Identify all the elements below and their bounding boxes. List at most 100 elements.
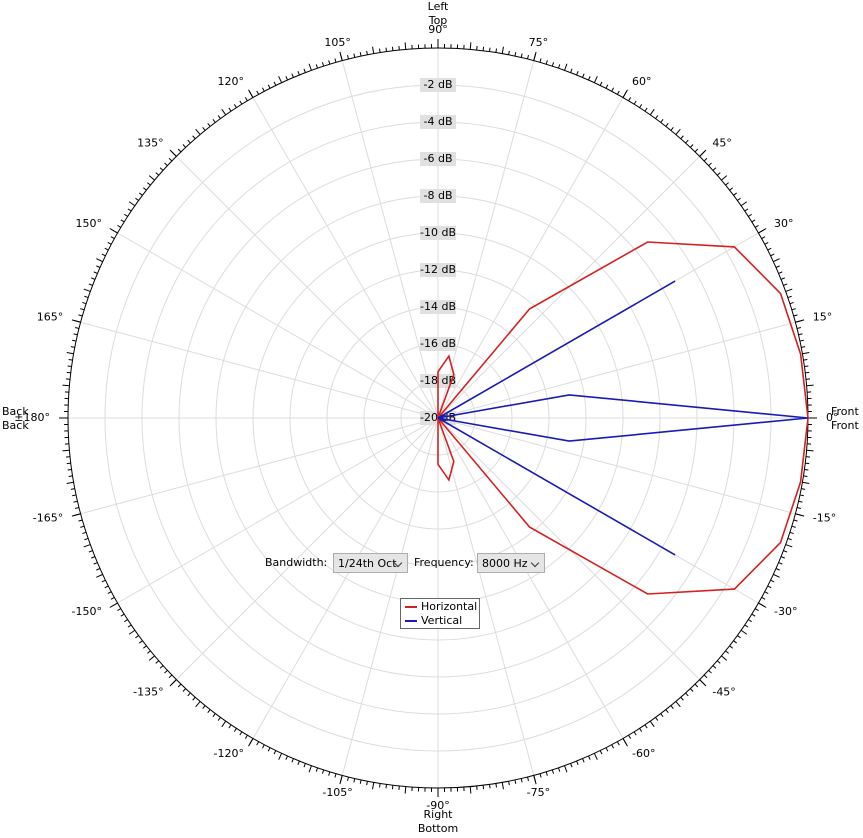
- angle-label: 165°: [37, 311, 64, 324]
- minor-tick: [110, 596, 115, 600]
- minor-tick: [164, 669, 168, 674]
- minor-tick: [733, 192, 737, 196]
- minor-tick: [708, 669, 712, 674]
- minor-tick: [557, 767, 561, 772]
- minor-tick: [366, 781, 368, 786]
- angle-label: 120°: [218, 75, 245, 88]
- minor-tick: [789, 531, 794, 535]
- frequency-select[interactable]: 8000 Hz: [477, 553, 545, 573]
- minor-tick: [680, 135, 684, 140]
- minor-tick: [675, 701, 681, 708]
- minor-tick: [359, 52, 362, 57]
- minor-tick: [101, 579, 106, 583]
- minor-tick: [660, 713, 664, 717]
- minor-tick: [582, 73, 585, 78]
- grid-spoke: [80, 321, 439, 419]
- minor-tick: [751, 613, 756, 617]
- minor-tick: [616, 90, 620, 95]
- minor-tick: [783, 550, 788, 553]
- legend-label: Horizontal: [421, 600, 478, 613]
- minor-tick: [148, 175, 155, 181]
- minor-tick: [195, 701, 201, 708]
- minor-tick: [806, 449, 814, 452]
- minor-tick: [533, 53, 537, 61]
- minor-tick: [177, 148, 182, 153]
- minor-tick: [168, 157, 173, 162]
- minor-tick: [570, 68, 573, 73]
- angle-label: ±180°: [14, 411, 50, 424]
- minor-tick: [117, 608, 122, 612]
- grid-spoke: [176, 417, 439, 680]
- minor-tick: [233, 104, 237, 108]
- minor-tick: [96, 265, 101, 268]
- minor-tick: [520, 53, 523, 58]
- minor-tick: [212, 713, 216, 717]
- minor-tick: [778, 271, 783, 274]
- angle-label: -135°: [133, 685, 163, 698]
- minor-tick: [748, 619, 752, 623]
- direction-label: Back: [2, 405, 29, 418]
- minor-tick: [404, 786, 407, 794]
- minor-tick: [551, 62, 555, 67]
- minor-tick: [514, 52, 517, 57]
- minor-tick: [758, 602, 765, 607]
- minor-tick: [147, 650, 151, 654]
- minor-tick: [633, 100, 637, 105]
- minor-tick: [791, 308, 796, 311]
- minor-tick: [192, 135, 196, 140]
- grid-spoke: [437, 97, 624, 419]
- minor-tick: [217, 717, 221, 721]
- minor-tick: [689, 144, 694, 148]
- minor-tick: [639, 728, 643, 732]
- minor-tick: [780, 277, 785, 280]
- legend-swatch: [405, 620, 417, 622]
- minor-tick: [576, 71, 579, 76]
- minor-tick: [148, 655, 155, 661]
- direction-label: Right: [424, 808, 454, 821]
- minor-tick: [680, 696, 684, 701]
- bandwidth-label: Bandwidth:: [265, 556, 328, 569]
- minor-tick: [378, 783, 381, 788]
- minor-tick: [96, 258, 103, 263]
- minor-tick: [221, 720, 227, 728]
- minor-tick: [308, 63, 312, 71]
- minor-tick: [244, 734, 248, 739]
- minor-tick: [212, 119, 216, 123]
- db-label-bg: [420, 78, 456, 92]
- minor-tick: [639, 104, 643, 108]
- minor-tick: [778, 562, 783, 565]
- minor-tick: [514, 779, 517, 784]
- minor-tick: [764, 241, 769, 245]
- legend-swatch: [405, 606, 417, 608]
- series-line: [437, 280, 809, 556]
- minor-tick: [644, 107, 648, 112]
- minor-tick: [802, 481, 810, 484]
- minor-tick: [74, 327, 80, 329]
- minor-tick: [177, 683, 182, 688]
- db-label: -2 dB: [424, 78, 453, 91]
- minor-tick: [737, 197, 741, 201]
- minor-tick: [88, 550, 93, 553]
- minor-tick: [633, 731, 637, 736]
- minor-tick: [628, 97, 632, 102]
- minor-tick: [699, 151, 705, 157]
- minor-tick: [748, 213, 752, 217]
- minor-tick: [285, 76, 288, 81]
- minor-tick: [716, 172, 721, 176]
- legend: Horizontal Vertical: [400, 598, 480, 629]
- minor-tick: [783, 283, 788, 286]
- minor-tick: [508, 50, 510, 55]
- direction-label: Back: [2, 419, 29, 432]
- minor-tick: [291, 73, 294, 78]
- direction-label: Front: [831, 405, 860, 418]
- db-label: -8 dB: [424, 189, 453, 202]
- bandwidth-select[interactable]: 1/24th Oct: [333, 553, 408, 573]
- minor-tick: [803, 475, 808, 478]
- minor-tick: [142, 645, 147, 649]
- grid-spoke: [117, 417, 439, 604]
- minor-tick: [655, 115, 659, 119]
- minor-tick: [785, 544, 793, 548]
- direction-label: Left: [428, 0, 449, 13]
- minor-tick: [101, 253, 106, 257]
- minor-tick: [570, 763, 573, 768]
